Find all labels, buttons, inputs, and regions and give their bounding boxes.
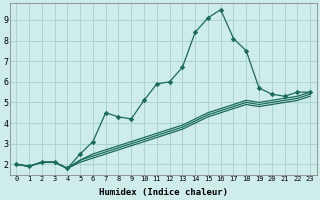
X-axis label: Humidex (Indice chaleur): Humidex (Indice chaleur) <box>99 188 228 197</box>
